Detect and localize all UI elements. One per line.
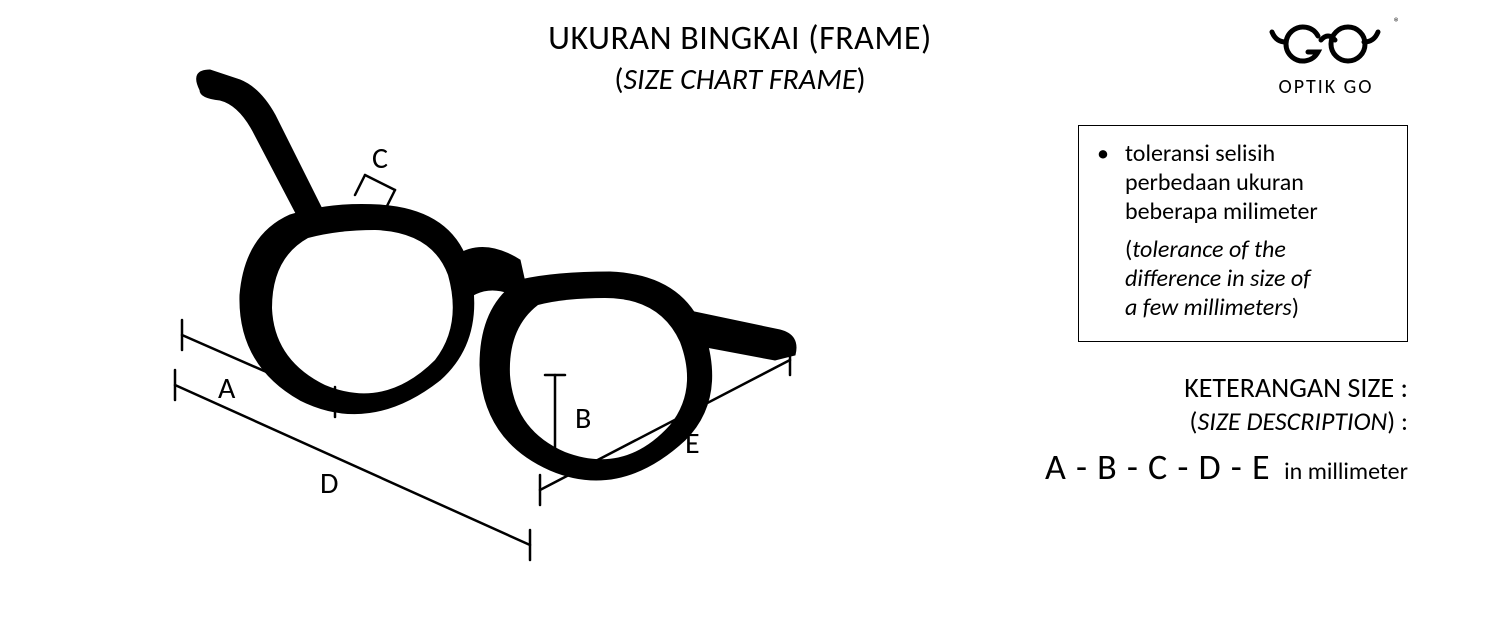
- desc-close: ) :: [1387, 405, 1408, 437]
- desc-text: SIZE DESCRIPTION: [1197, 405, 1387, 437]
- brand-logo-icon: [1266, 18, 1386, 68]
- note-line-3: beberapa milimeter: [1125, 198, 1389, 227]
- brand-name: OPTIK GO: [1266, 75, 1386, 99]
- formula-pattern: A - B - C - D - E: [1045, 445, 1271, 489]
- size-formula: A - B - C - D - E in millimeter: [888, 445, 1408, 489]
- note-text-1: toleransi selisih: [1125, 139, 1275, 168]
- note-english: (tolerance of the difference in size of …: [1125, 236, 1389, 322]
- label-d: D: [320, 465, 338, 502]
- note-en-1: tolerance of the: [1132, 235, 1286, 264]
- brand-logo: ® OPTIK GO: [1266, 18, 1386, 99]
- note-en-3: a few millimeters: [1125, 293, 1292, 322]
- title-main: UKURAN BINGKAI (FRAME): [420, 18, 1060, 59]
- desc-line-1: KETERANGAN SIZE :: [948, 370, 1408, 405]
- label-c: C: [372, 140, 388, 177]
- label-b: B: [575, 400, 591, 437]
- note-line-2: perbedaan ukuran: [1125, 169, 1389, 198]
- size-description-block: KETERANGAN SIZE : (SIZE DESCRIPTION) :: [948, 370, 1408, 437]
- note-en-close: ): [1292, 293, 1299, 322]
- title-sub-close: ): [857, 61, 866, 98]
- note-line-1: •toleransi selisih: [1097, 140, 1389, 169]
- glasses-diagram: A B C D E: [140, 60, 840, 580]
- glasses-svg: [140, 60, 840, 580]
- label-a: A: [218, 370, 235, 407]
- note-en-2: difference in size of: [1125, 264, 1310, 293]
- formula-unit: in millimeter: [1284, 457, 1408, 486]
- label-e: E: [685, 425, 700, 462]
- desc-line-2: (SIZE DESCRIPTION) :: [948, 405, 1408, 437]
- size-chart-canvas: UKURAN BINGKAI (FRAME) (SIZE CHART FRAME…: [0, 0, 1496, 622]
- registered-mark: ®: [1394, 16, 1400, 30]
- bullet-icon: •: [1097, 140, 1125, 169]
- tolerance-note: •toleransi selisih perbedaan ukuran bebe…: [1078, 125, 1408, 342]
